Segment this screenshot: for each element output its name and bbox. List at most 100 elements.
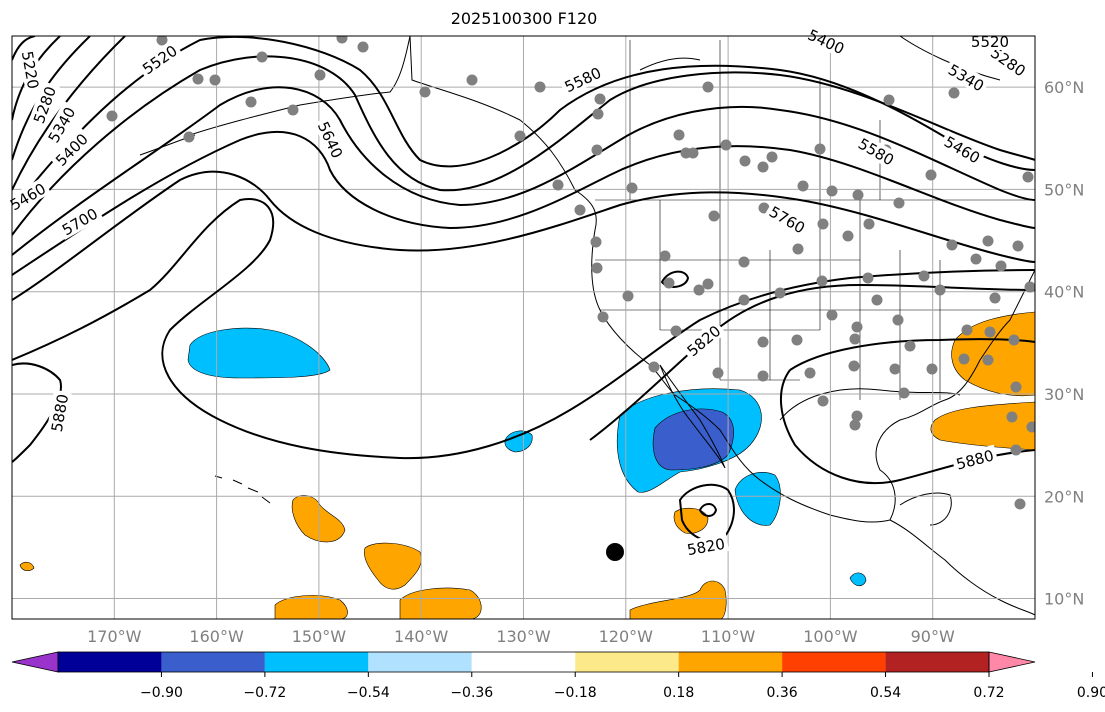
colorbar-tick-label: 0.90	[1077, 685, 1105, 701]
contour-label-bg	[763, 200, 812, 238]
station-dot	[893, 197, 905, 209]
station-dot	[918, 270, 930, 282]
colorbar-tick-label: −0.36	[450, 685, 493, 701]
colorbar-tick-label: −0.18	[554, 685, 597, 701]
station-dot	[514, 130, 526, 142]
contour-label: 5520	[971, 33, 1009, 51]
coastlines	[139, 36, 1035, 616]
station-dot	[926, 363, 938, 375]
station-dot	[1012, 240, 1024, 252]
station-dot	[958, 353, 970, 365]
latitude-label: 30°N	[1044, 385, 1084, 404]
colorbar-tick-label: 0.72	[973, 685, 1004, 701]
anomaly-positive-region	[629, 580, 727, 619]
station-dot	[591, 262, 603, 274]
station-dot	[797, 180, 809, 192]
station-dot	[817, 395, 829, 407]
contour-label: 5760	[766, 203, 808, 238]
contour-label: 5820	[686, 535, 727, 559]
contour-label-bg	[46, 389, 72, 437]
station-dot	[739, 155, 751, 167]
station-dot	[659, 250, 671, 262]
station-dot	[862, 272, 874, 284]
contour-label-bg	[136, 39, 183, 80]
station-dot	[245, 96, 257, 108]
contour-label: 5880	[954, 446, 996, 473]
station-dot	[156, 36, 168, 46]
coastline-gulf	[779, 388, 961, 421]
longitude-labels: 170°W 160°W 150°W 140°W 130°W 120°W 110°W 100°W…	[87, 627, 955, 646]
station-dot	[466, 74, 478, 86]
coastline-baja	[659, 364, 726, 469]
longitude-label: 100°W	[803, 627, 858, 646]
station-dot	[1010, 444, 1022, 456]
station-dot	[1024, 281, 1035, 293]
coastline-hudson	[639, 36, 1001, 81]
station-dot	[863, 218, 875, 230]
colorbar-tick-label: 0.36	[767, 685, 798, 701]
map-frame	[11, 35, 1036, 620]
contour-label: 5460	[941, 133, 983, 168]
graticule	[12, 36, 1035, 619]
colorbar-bin	[471, 652, 576, 672]
latitude-label: 20°N	[1044, 487, 1084, 506]
station-dot	[738, 256, 750, 268]
station-dot	[648, 361, 660, 373]
contour-label-bg	[18, 46, 44, 94]
station-dot	[849, 419, 861, 431]
longitude-label: 170°W	[87, 627, 142, 646]
station-dot	[574, 204, 586, 216]
station-dot	[826, 309, 838, 321]
station-dot	[594, 93, 606, 105]
contour-label: 5700	[59, 205, 101, 240]
station-dot	[702, 81, 714, 93]
station-dot	[702, 278, 714, 290]
station-dot	[934, 284, 946, 296]
station-dot	[534, 81, 546, 93]
longitude-label: 160°W	[189, 627, 244, 646]
colorbar-tick-label: 0.54	[870, 685, 901, 701]
colorbar-bin	[678, 652, 783, 672]
coastline-yucatan	[899, 492, 952, 526]
contour-label-bg	[42, 100, 80, 149]
contour-label: 5880	[48, 393, 72, 434]
contour-5520	[12, 55, 1035, 236]
station-dot	[1014, 498, 1026, 510]
colorbar-bin	[58, 652, 162, 672]
latitude-label: 10°N	[1044, 590, 1084, 609]
station-dot	[970, 253, 982, 265]
contour-label-bg	[802, 23, 851, 59]
contour-label: 5580	[855, 135, 897, 170]
contour-label-bg	[985, 41, 1032, 82]
anomaly-shading	[19, 311, 1035, 619]
station-dot	[892, 314, 904, 326]
longitude-label: 120°W	[599, 627, 654, 646]
station-dot	[314, 69, 326, 81]
contour-label-bg	[558, 61, 607, 97]
contour-label-bg	[938, 130, 987, 168]
station-dot	[792, 243, 804, 255]
station-dot	[883, 94, 895, 106]
anomaly-negative-region	[734, 471, 781, 526]
contour-label-bg	[951, 444, 999, 474]
anomaly-positive-region	[364, 542, 422, 590]
station-dot	[817, 218, 829, 230]
station-dot	[590, 236, 602, 248]
contour-5700	[12, 170, 1035, 301]
contour-label: 5220	[18, 50, 42, 91]
contour-label: 5400	[805, 26, 847, 58]
station-dot	[256, 51, 268, 63]
map-title: 2025100300 F120	[450, 9, 598, 28]
station-dot	[209, 74, 221, 86]
longitude-label: 140°W	[394, 627, 449, 646]
colorbar-bin	[575, 652, 679, 672]
station-dot	[774, 287, 786, 299]
anomaly-positive-region	[399, 587, 482, 619]
contour-label-bg	[682, 533, 730, 559]
colorbar: −0.90 −0.72 −0.54 −0.36 −0.18 0.18 0.36 0.54 0.7…	[11, 651, 1105, 701]
station-dot	[673, 129, 685, 141]
anomaly-negative-region	[849, 572, 867, 587]
station-dot	[712, 367, 724, 379]
colorbar-bin	[368, 652, 472, 672]
